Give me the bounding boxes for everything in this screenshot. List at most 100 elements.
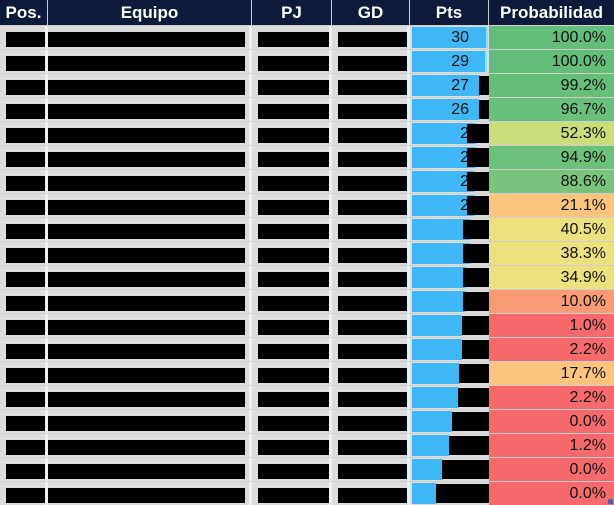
table-header: Pos. Equipo PJ GD Pts Probabilidad: [0, 0, 614, 25]
header-team[interactable]: Equipo: [48, 0, 252, 25]
redacted-team-name: [48, 440, 245, 455]
table-row[interactable]: 0.0%: [0, 481, 614, 505]
header-pts[interactable]: Pts: [410, 0, 489, 25]
table-row[interactable]: 29 100.0%: [0, 49, 614, 73]
redacted-pos: [6, 152, 45, 167]
redacted-pts: [463, 220, 489, 239]
table-row[interactable]: 40.5%: [0, 217, 614, 241]
probability-cell: 99.2%: [489, 74, 614, 97]
pts-bar: [412, 483, 438, 504]
redacted-gd: [338, 128, 407, 143]
redacted-gd: [338, 488, 407, 503]
header-probability[interactable]: Probabilidad: [500, 2, 603, 22]
pj-cell: [252, 170, 332, 193]
table-row[interactable]: 2 88.6%: [0, 169, 614, 193]
redacted-pos: [6, 368, 45, 383]
redacted-pts: [467, 172, 489, 191]
table-row[interactable]: 2.2%: [0, 337, 614, 361]
probability-cell: 0.0%: [489, 458, 614, 481]
table-row[interactable]: 30 100.0%: [0, 25, 614, 49]
pos-cell: [0, 290, 48, 313]
team-cell: [48, 218, 252, 241]
pj-cell: [252, 146, 332, 169]
redacted-pos: [6, 200, 45, 215]
pj-cell: [252, 290, 332, 313]
redacted-team-name: [48, 80, 245, 95]
redacted-gd: [338, 56, 407, 71]
table-row[interactable]: 0.0%: [0, 409, 614, 433]
pts-cell: [410, 266, 489, 289]
redacted-pos: [6, 464, 45, 479]
probability-cell: 38.3%: [489, 242, 614, 265]
redacted-pts: [479, 76, 489, 95]
table-row[interactable]: 10.0%: [0, 289, 614, 313]
gd-cell: [332, 314, 410, 337]
probability-cell: 34.9%: [489, 266, 614, 289]
redacted-pts: [467, 124, 489, 143]
team-cell: [48, 434, 252, 457]
redacted-team-name: [48, 368, 245, 383]
redacted-pj: [258, 104, 329, 119]
probability-cell: 94.9%: [489, 146, 614, 169]
pj-cell: [252, 458, 332, 481]
pj-cell: [252, 482, 332, 505]
table-row[interactable]: 38.3%: [0, 241, 614, 265]
redacted-pj: [258, 320, 329, 335]
pos-cell: [0, 242, 48, 265]
redacted-pts: [459, 364, 489, 383]
pts-cell: 2: [410, 194, 489, 217]
table-row[interactable]: 1.2%: [0, 433, 614, 457]
probability-cell: 96.7%: [489, 98, 614, 121]
header-pos[interactable]: Pos.: [0, 0, 48, 25]
redacted-pj: [258, 464, 329, 479]
header-gd[interactable]: GD: [332, 0, 410, 25]
redacted-pos: [6, 104, 45, 119]
table-row[interactable]: 26 96.7%: [0, 97, 614, 121]
redacted-team-name: [48, 32, 245, 47]
table-row[interactable]: 34.9%: [0, 265, 614, 289]
redacted-pj: [258, 176, 329, 191]
pj-cell: [252, 218, 332, 241]
gd-cell: [332, 386, 410, 409]
pts-cell: 29: [410, 50, 489, 73]
pts-bar: [412, 27, 488, 48]
table-row[interactable]: 2 94.9%: [0, 145, 614, 169]
probability-cell: 100.0%: [489, 50, 614, 73]
redacted-gd: [338, 320, 407, 335]
redacted-pos: [6, 32, 45, 47]
pos-cell: [0, 362, 48, 385]
pts-cell: [410, 410, 489, 433]
gd-cell: [332, 410, 410, 433]
table-row[interactable]: 0.0%: [0, 457, 614, 481]
table-row[interactable]: 2 21.1%: [0, 193, 614, 217]
team-cell: [48, 122, 252, 145]
pts-cell: [410, 242, 489, 265]
gd-cell: [332, 50, 410, 73]
redacted-pos: [6, 440, 45, 455]
gd-cell: [332, 170, 410, 193]
pj-cell: [252, 362, 332, 385]
pj-cell: [252, 26, 332, 49]
resize-handle-icon[interactable]: [608, 499, 613, 504]
header-pj[interactable]: PJ: [252, 0, 332, 25]
table-row[interactable]: 27 99.2%: [0, 73, 614, 97]
table-row[interactable]: 2 52.3%: [0, 121, 614, 145]
pos-cell: [0, 482, 48, 505]
team-cell: [48, 170, 252, 193]
probability-cell: 2.2%: [489, 386, 614, 409]
team-cell: [48, 74, 252, 97]
pts-bar: [412, 363, 461, 384]
gd-cell: [332, 482, 410, 505]
redacted-gd: [338, 416, 407, 431]
redacted-team-name: [48, 272, 245, 287]
gd-cell: [332, 338, 410, 361]
redacted-pts: [463, 244, 489, 263]
pj-cell: [252, 122, 332, 145]
table-row[interactable]: 1.0%: [0, 313, 614, 337]
table-row[interactable]: 2.2%: [0, 385, 614, 409]
gd-cell: [332, 74, 410, 97]
table-row[interactable]: 17.7%: [0, 361, 614, 385]
pts-cell: 30: [410, 26, 489, 49]
gd-cell: [332, 218, 410, 241]
redacted-team-name: [48, 248, 245, 263]
